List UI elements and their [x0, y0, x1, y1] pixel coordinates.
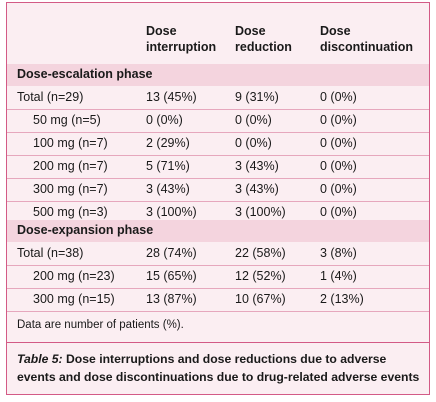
section-header-escalation: Dose-escalation phase — [7, 64, 429, 86]
row-divider — [7, 132, 429, 133]
cell-discontinuation: 3 (8%) — [320, 246, 357, 260]
table-row: Total (n=29) 13 (45%) 9 (31%) 0 (0%) — [7, 87, 429, 109]
cell-reduction: 3 (43%) — [235, 159, 279, 173]
row-label: 100 mg (n=7) — [33, 136, 108, 150]
row-divider — [7, 155, 429, 156]
cell-reduction: 12 (52%) — [235, 269, 286, 283]
cell-discontinuation: 0 (0%) — [320, 113, 357, 127]
cell-interruption: 2 (29%) — [146, 136, 190, 150]
cell-discontinuation: 0 (0%) — [320, 159, 357, 173]
column-header-discontinuation: Dose discontinuation — [320, 24, 414, 54]
row-label: Total (n=29) — [17, 90, 84, 104]
row-label: 50 mg (n=5) — [33, 113, 101, 127]
section-label: Dose-expansion phase — [17, 223, 154, 237]
column-header-interruption: Dose interruption — [146, 24, 217, 54]
cell-interruption: 5 (71%) — [146, 159, 190, 173]
row-label: 300 mg (n=7) — [33, 182, 108, 196]
cell-interruption: 0 (0%) — [146, 113, 183, 127]
section-label: Dose-escalation phase — [17, 67, 153, 81]
cell-reduction: 3 (43%) — [235, 182, 279, 196]
table-caption: Table 5: Dose interruptions and dose red… — [17, 350, 422, 386]
cell-interruption: 13 (87%) — [146, 292, 197, 306]
table-row: 100 mg (n=7) 2 (29%) 0 (0%) 0 (0%) — [7, 133, 429, 155]
row-divider — [7, 288, 429, 289]
table-footnote: Data are number of patients (%). — [17, 319, 184, 331]
cell-discontinuation: 1 (4%) — [320, 269, 357, 283]
caption-divider — [7, 342, 429, 343]
cell-reduction: 3 (100%) — [235, 205, 286, 219]
column-header-reduction: Dose reduction — [235, 24, 292, 54]
cell-discontinuation: 2 (13%) — [320, 292, 364, 306]
section-header-expansion: Dose-expansion phase — [7, 220, 429, 242]
table-row: 300 mg (n=15) 13 (87%) 10 (67%) 2 (13%) — [7, 289, 429, 311]
table-row: 200 mg (n=7) 5 (71%) 3 (43%) 0 (0%) — [7, 156, 429, 178]
row-label: Total (n=38) — [17, 246, 84, 260]
row-divider — [7, 201, 429, 202]
cell-discontinuation: 0 (0%) — [320, 136, 357, 150]
cell-reduction: 0 (0%) — [235, 136, 272, 150]
cell-reduction: 0 (0%) — [235, 113, 272, 127]
cell-reduction: 10 (67%) — [235, 292, 286, 306]
row-label: 500 mg (n=3) — [33, 205, 108, 219]
row-label: 200 mg (n=23) — [33, 269, 115, 283]
cell-discontinuation: 0 (0%) — [320, 205, 357, 219]
cell-reduction: 22 (58%) — [235, 246, 286, 260]
row-divider — [7, 109, 429, 110]
table-row: 300 mg (n=7) 3 (43%) 3 (43%) 0 (0%) — [7, 179, 429, 201]
row-label: 200 mg (n=7) — [33, 159, 108, 173]
table-row: 200 mg (n=23) 15 (65%) 12 (52%) 1 (4%) — [7, 266, 429, 288]
cell-interruption: 15 (65%) — [146, 269, 197, 283]
table-row: 50 mg (n=5) 0 (0%) 0 (0%) 0 (0%) — [7, 110, 429, 132]
table-panel: Dose interruption Dose reduction Dose di… — [6, 2, 430, 395]
cell-discontinuation: 0 (0%) — [320, 182, 357, 196]
row-divider — [7, 265, 429, 266]
cell-interruption: 28 (74%) — [146, 246, 197, 260]
caption-text: Dose interruptions and dose reductions d… — [17, 352, 420, 384]
table-number: Table 5: — [17, 352, 63, 366]
cell-interruption: 13 (45%) — [146, 90, 197, 104]
row-divider — [7, 311, 429, 312]
cell-interruption: 3 (43%) — [146, 182, 190, 196]
cell-discontinuation: 0 (0%) — [320, 90, 357, 104]
row-label: 300 mg (n=15) — [33, 292, 115, 306]
table-row: Total (n=38) 28 (74%) 22 (58%) 3 (8%) — [7, 243, 429, 265]
cell-interruption: 3 (100%) — [146, 205, 197, 219]
cell-reduction: 9 (31%) — [235, 90, 279, 104]
row-divider — [7, 178, 429, 179]
table-row: 500 mg (n=3) 3 (100%) 3 (100%) 0 (0%) — [7, 202, 429, 224]
